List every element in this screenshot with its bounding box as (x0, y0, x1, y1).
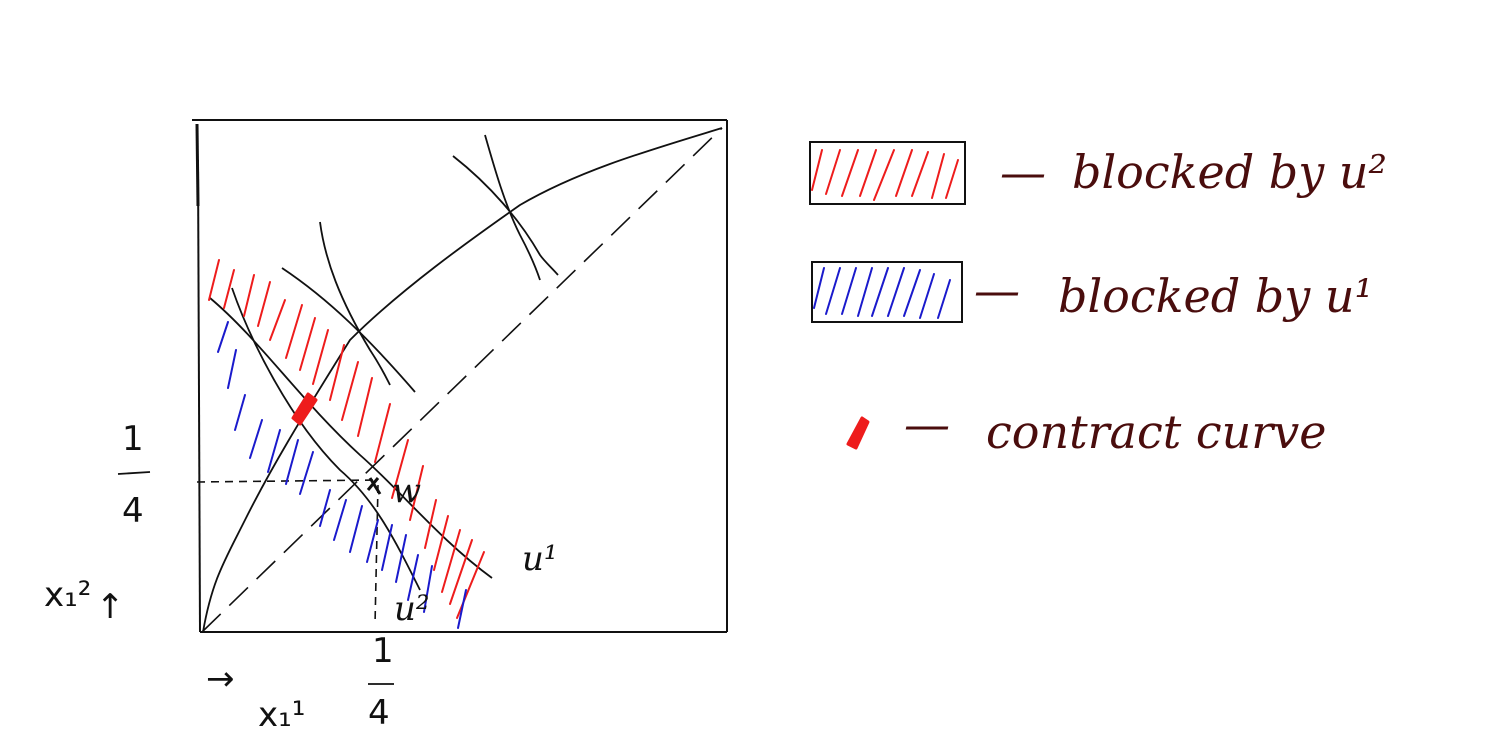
legend-dash-1: — (1000, 145, 1046, 199)
legend-dash-2: — (974, 263, 1020, 317)
curve-mid-a (281, 267, 416, 393)
legend-item-blue-hatch: — blocked by u¹ (811, 261, 1373, 323)
contract-curve-mark (291, 392, 318, 426)
y-tick-numerator: 1 (122, 419, 144, 459)
dashed-diagonal (201, 127, 723, 633)
legend-swatch-contract (846, 416, 870, 450)
red-hatching (208, 259, 485, 619)
y-tick-quarter: 1 4 (117, 419, 151, 531)
dashed-lines (196, 127, 723, 633)
contract-curve-line (202, 127, 723, 633)
legend-label-2: blocked by u¹ (1058, 269, 1373, 323)
label-u1: u¹ (522, 539, 558, 579)
curve-top-a (452, 155, 559, 276)
blue-hatching (217, 321, 467, 629)
point-w (366, 477, 382, 495)
curve-top-b (484, 134, 541, 281)
x-axis-arrow: → (206, 659, 235, 699)
legend: — blocked by u² — blocked by u¹ — (809, 141, 1387, 459)
dashed-vertical-quarter (374, 484, 379, 626)
curve-u2 (231, 287, 421, 591)
legend-dash-3: — (904, 397, 950, 451)
x-tick-quarter: 1 4 (368, 631, 394, 733)
curve-mid-b (319, 221, 391, 386)
legend-item-red-hatch: — blocked by u² (809, 141, 1387, 205)
y-axis-arrow: ↑ (96, 587, 125, 627)
x-tick-denominator: 4 (368, 693, 390, 733)
legend-label-1: blocked by u² (1072, 145, 1387, 199)
legend-item-contract-curve: — contract curve (846, 397, 1326, 459)
label-u2: u² (394, 589, 430, 629)
box-frame (192, 119, 728, 633)
label-w: w (392, 471, 421, 511)
y-tick-denominator: 4 (122, 491, 144, 531)
x-axis-variable: x₁¹ (258, 695, 305, 735)
x-tick-numerator: 1 (372, 631, 394, 671)
legend-label-3: contract curve (986, 405, 1326, 459)
indifference-curves (209, 134, 559, 591)
y-axis-variable: x₁² (44, 575, 91, 615)
